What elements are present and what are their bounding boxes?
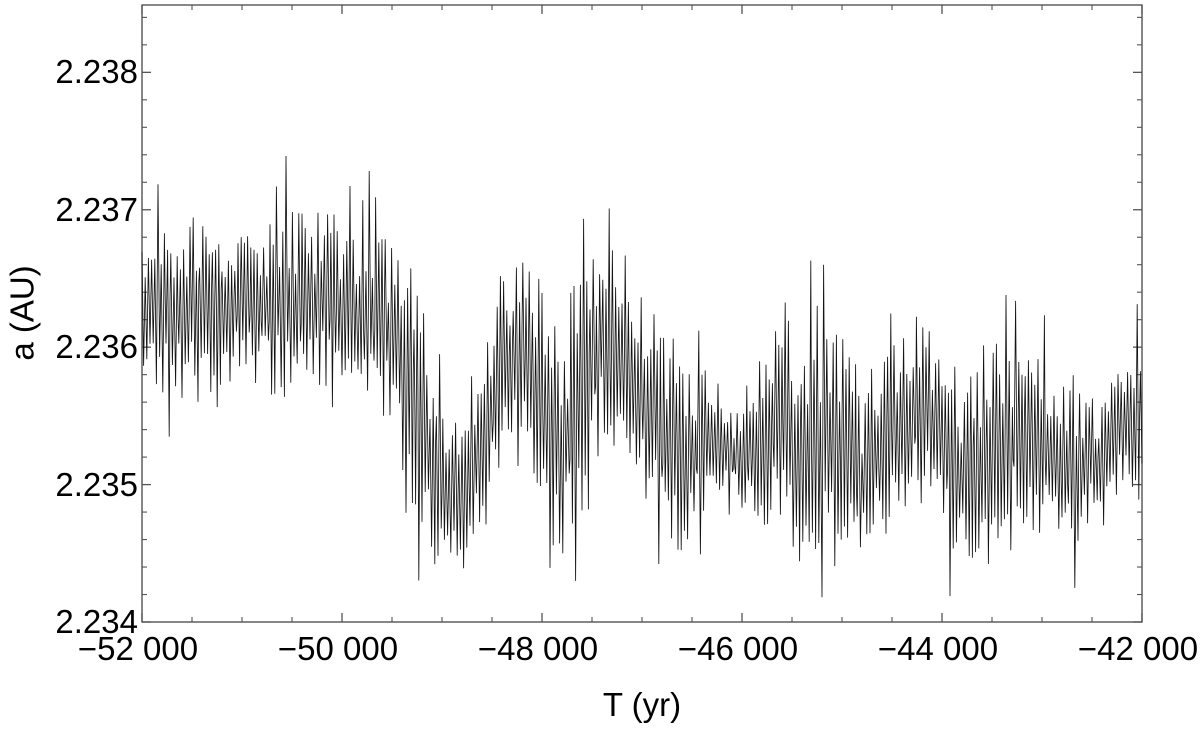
- series-line: [141, 155, 1143, 598]
- x-tick-label: −50 000: [277, 630, 399, 667]
- y-tick-label: 2.238: [55, 53, 138, 91]
- plot-frame: [141, 4, 1143, 623]
- x-tick-label: −42 000: [1077, 630, 1199, 667]
- y-tick-label: 2.237: [55, 190, 138, 228]
- x-tick-label: −48 000: [477, 630, 599, 667]
- y-tick-label: 2.235: [55, 465, 138, 503]
- x-tick-label: −52 000: [77, 630, 199, 667]
- x-tick-label: −46 000: [677, 630, 799, 667]
- x-tick-label: −44 000: [877, 630, 999, 667]
- y-axis-title: a (AU): [3, 265, 41, 361]
- y-tick-label: 2.234: [55, 603, 138, 640]
- y-tick-label: 2.236: [55, 328, 138, 366]
- x-axis-title: T (yr): [602, 686, 682, 723]
